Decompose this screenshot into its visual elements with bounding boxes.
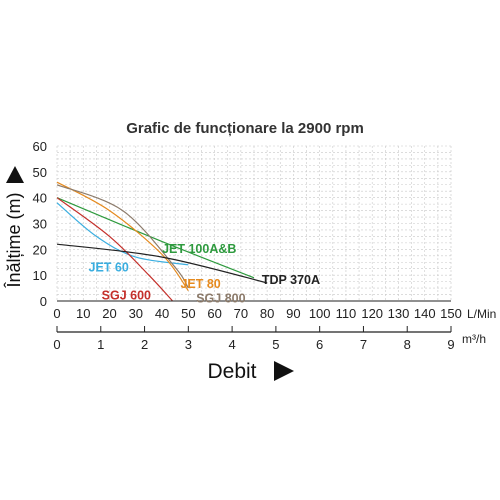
series-label-sgj-600: SGJ 600 <box>102 289 151 303</box>
x2-unit-label: m³/h <box>462 332 486 346</box>
y-tick-label: 60 <box>33 139 47 154</box>
series-label-jet-80: JET 80 <box>180 277 220 291</box>
grid <box>56 145 452 302</box>
x-tick-labels: 0 10 20 30 40 50 60 70 80 90 100 110 120 130 140 150 <box>53 306 461 321</box>
x2-tick-label: 9 <box>447 337 454 352</box>
y-tick-label: 50 <box>33 165 47 180</box>
y-tick-label: 10 <box>33 268 47 283</box>
series-labels: JET 100A&B JET 60 JET 80 SGJ 600 SGJ 800 TDP … <box>89 242 321 305</box>
series-line-sgj-800 <box>56 184 189 289</box>
series-label-jet-100a-b: JET 100A&B <box>162 242 236 256</box>
series-line-jet-80 <box>56 181 189 292</box>
x-tick-label: 110 <box>336 306 357 321</box>
series-label-tdp-370a: TDP 370A <box>262 273 320 287</box>
x-unit-label: L/Min <box>467 307 496 321</box>
series-line-jet-100a-b <box>56 197 255 279</box>
x-axis-label: Debit <box>207 360 256 383</box>
x2-tick-label: 0 <box>53 337 60 352</box>
x-tick-label: 140 <box>414 306 436 321</box>
series-lines <box>56 181 268 302</box>
y-tick-label: 20 <box>33 242 47 257</box>
y-axis-label: Înălțime (m) <box>4 192 24 288</box>
x-tick-label: 90 <box>286 306 300 321</box>
x-tick-label: 30 <box>129 306 143 321</box>
x-tick-label: 0 <box>53 306 60 321</box>
series-label-jet-60: JET 60 <box>89 260 129 274</box>
x-tick-label: 40 <box>155 306 169 321</box>
x2-tick-label: 5 <box>272 337 279 352</box>
x2-tick-label: 4 <box>228 337 235 352</box>
x-tick-label: 130 <box>388 306 410 321</box>
x-tick-label: 120 <box>361 306 383 321</box>
x2-tick-label: 1 <box>97 337 104 352</box>
x2-tick-labels: 0 1 2 3 4 5 6 7 8 9 <box>53 326 455 352</box>
x-tick-label: 10 <box>76 306 90 321</box>
series-line-tdp-370a <box>56 243 268 284</box>
x-tick-label: 150 <box>440 306 462 321</box>
x-tick-label: 100 <box>309 306 331 321</box>
y-tick-label: 0 <box>40 294 47 309</box>
x-tick-label: 60 <box>207 306 221 321</box>
x-tick-label: 50 <box>181 306 195 321</box>
y-tick-label: 40 <box>33 191 47 206</box>
y-tick-label: 30 <box>33 217 47 232</box>
y-tick-labels: 0 10 20 30 40 50 60 <box>33 139 47 309</box>
x2-tick-label: 3 <box>185 337 192 352</box>
x2-tick-label: 2 <box>141 337 148 352</box>
series-line-jet-60 <box>56 202 189 266</box>
x-tick-label: 20 <box>102 306 116 321</box>
series-label-sgj-800: SGJ 800 <box>196 291 245 305</box>
x-arrow-icon <box>274 361 294 381</box>
chart-title: Grafic de funcționare la 2900 rpm <box>126 120 364 137</box>
series-line-sgj-600 <box>56 197 174 302</box>
x2-tick-label: 8 <box>404 337 411 352</box>
x2-tick-label: 7 <box>360 337 367 352</box>
x2-tick-label: 6 <box>316 337 323 352</box>
y-arrow-icon <box>6 166 24 183</box>
x-tick-label: 80 <box>260 306 274 321</box>
x-tick-label: 70 <box>234 306 248 321</box>
